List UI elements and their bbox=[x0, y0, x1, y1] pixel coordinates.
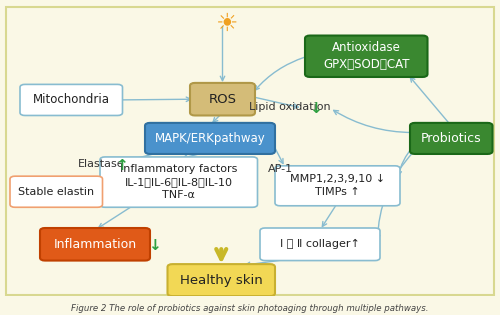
FancyBboxPatch shape bbox=[305, 36, 428, 77]
Text: AP-1: AP-1 bbox=[268, 164, 292, 174]
Text: ↑: ↑ bbox=[115, 158, 128, 173]
Text: Mitochondria: Mitochondria bbox=[33, 94, 110, 106]
Text: Probiotics: Probiotics bbox=[421, 132, 482, 145]
Text: Antioxidase
GPX、SOD、CAT: Antioxidase GPX、SOD、CAT bbox=[323, 41, 410, 71]
FancyBboxPatch shape bbox=[20, 84, 122, 116]
FancyBboxPatch shape bbox=[168, 264, 275, 296]
Text: ↓: ↓ bbox=[148, 238, 161, 253]
Text: Inflammatory factors
IL-1、IL-6、IL-8、IL-10
TNF-α: Inflammatory factors IL-1、IL-6、IL-8、IL-1… bbox=[120, 164, 238, 200]
Text: I ， Ⅱ collager↑: I ， Ⅱ collager↑ bbox=[280, 239, 360, 249]
Text: MAPK/ERKpathway: MAPK/ERKpathway bbox=[154, 132, 266, 145]
Text: MMP1,2,3,9,10 ↓
TIMPs ↑: MMP1,2,3,9,10 ↓ TIMPs ↑ bbox=[290, 174, 385, 198]
Text: ☀: ☀ bbox=[216, 12, 238, 36]
FancyBboxPatch shape bbox=[40, 228, 150, 261]
FancyBboxPatch shape bbox=[6, 8, 494, 295]
FancyBboxPatch shape bbox=[275, 166, 400, 206]
FancyBboxPatch shape bbox=[260, 228, 380, 261]
FancyBboxPatch shape bbox=[145, 123, 275, 154]
FancyBboxPatch shape bbox=[410, 123, 492, 154]
Text: Lipid oxidation: Lipid oxidation bbox=[249, 102, 330, 112]
FancyBboxPatch shape bbox=[190, 83, 255, 116]
Text: Inflammation: Inflammation bbox=[54, 238, 136, 251]
Text: ROS: ROS bbox=[208, 93, 236, 106]
Text: ↓: ↓ bbox=[309, 101, 322, 117]
Text: Figure 2 The role of probiotics against skin photoaging through multiple pathway: Figure 2 The role of probiotics against … bbox=[72, 304, 429, 313]
Text: Healthy skin: Healthy skin bbox=[180, 274, 262, 287]
Text: Elastase: Elastase bbox=[78, 159, 124, 169]
FancyBboxPatch shape bbox=[100, 157, 258, 207]
Text: Stable elastin: Stable elastin bbox=[18, 187, 94, 197]
FancyBboxPatch shape bbox=[10, 176, 102, 207]
